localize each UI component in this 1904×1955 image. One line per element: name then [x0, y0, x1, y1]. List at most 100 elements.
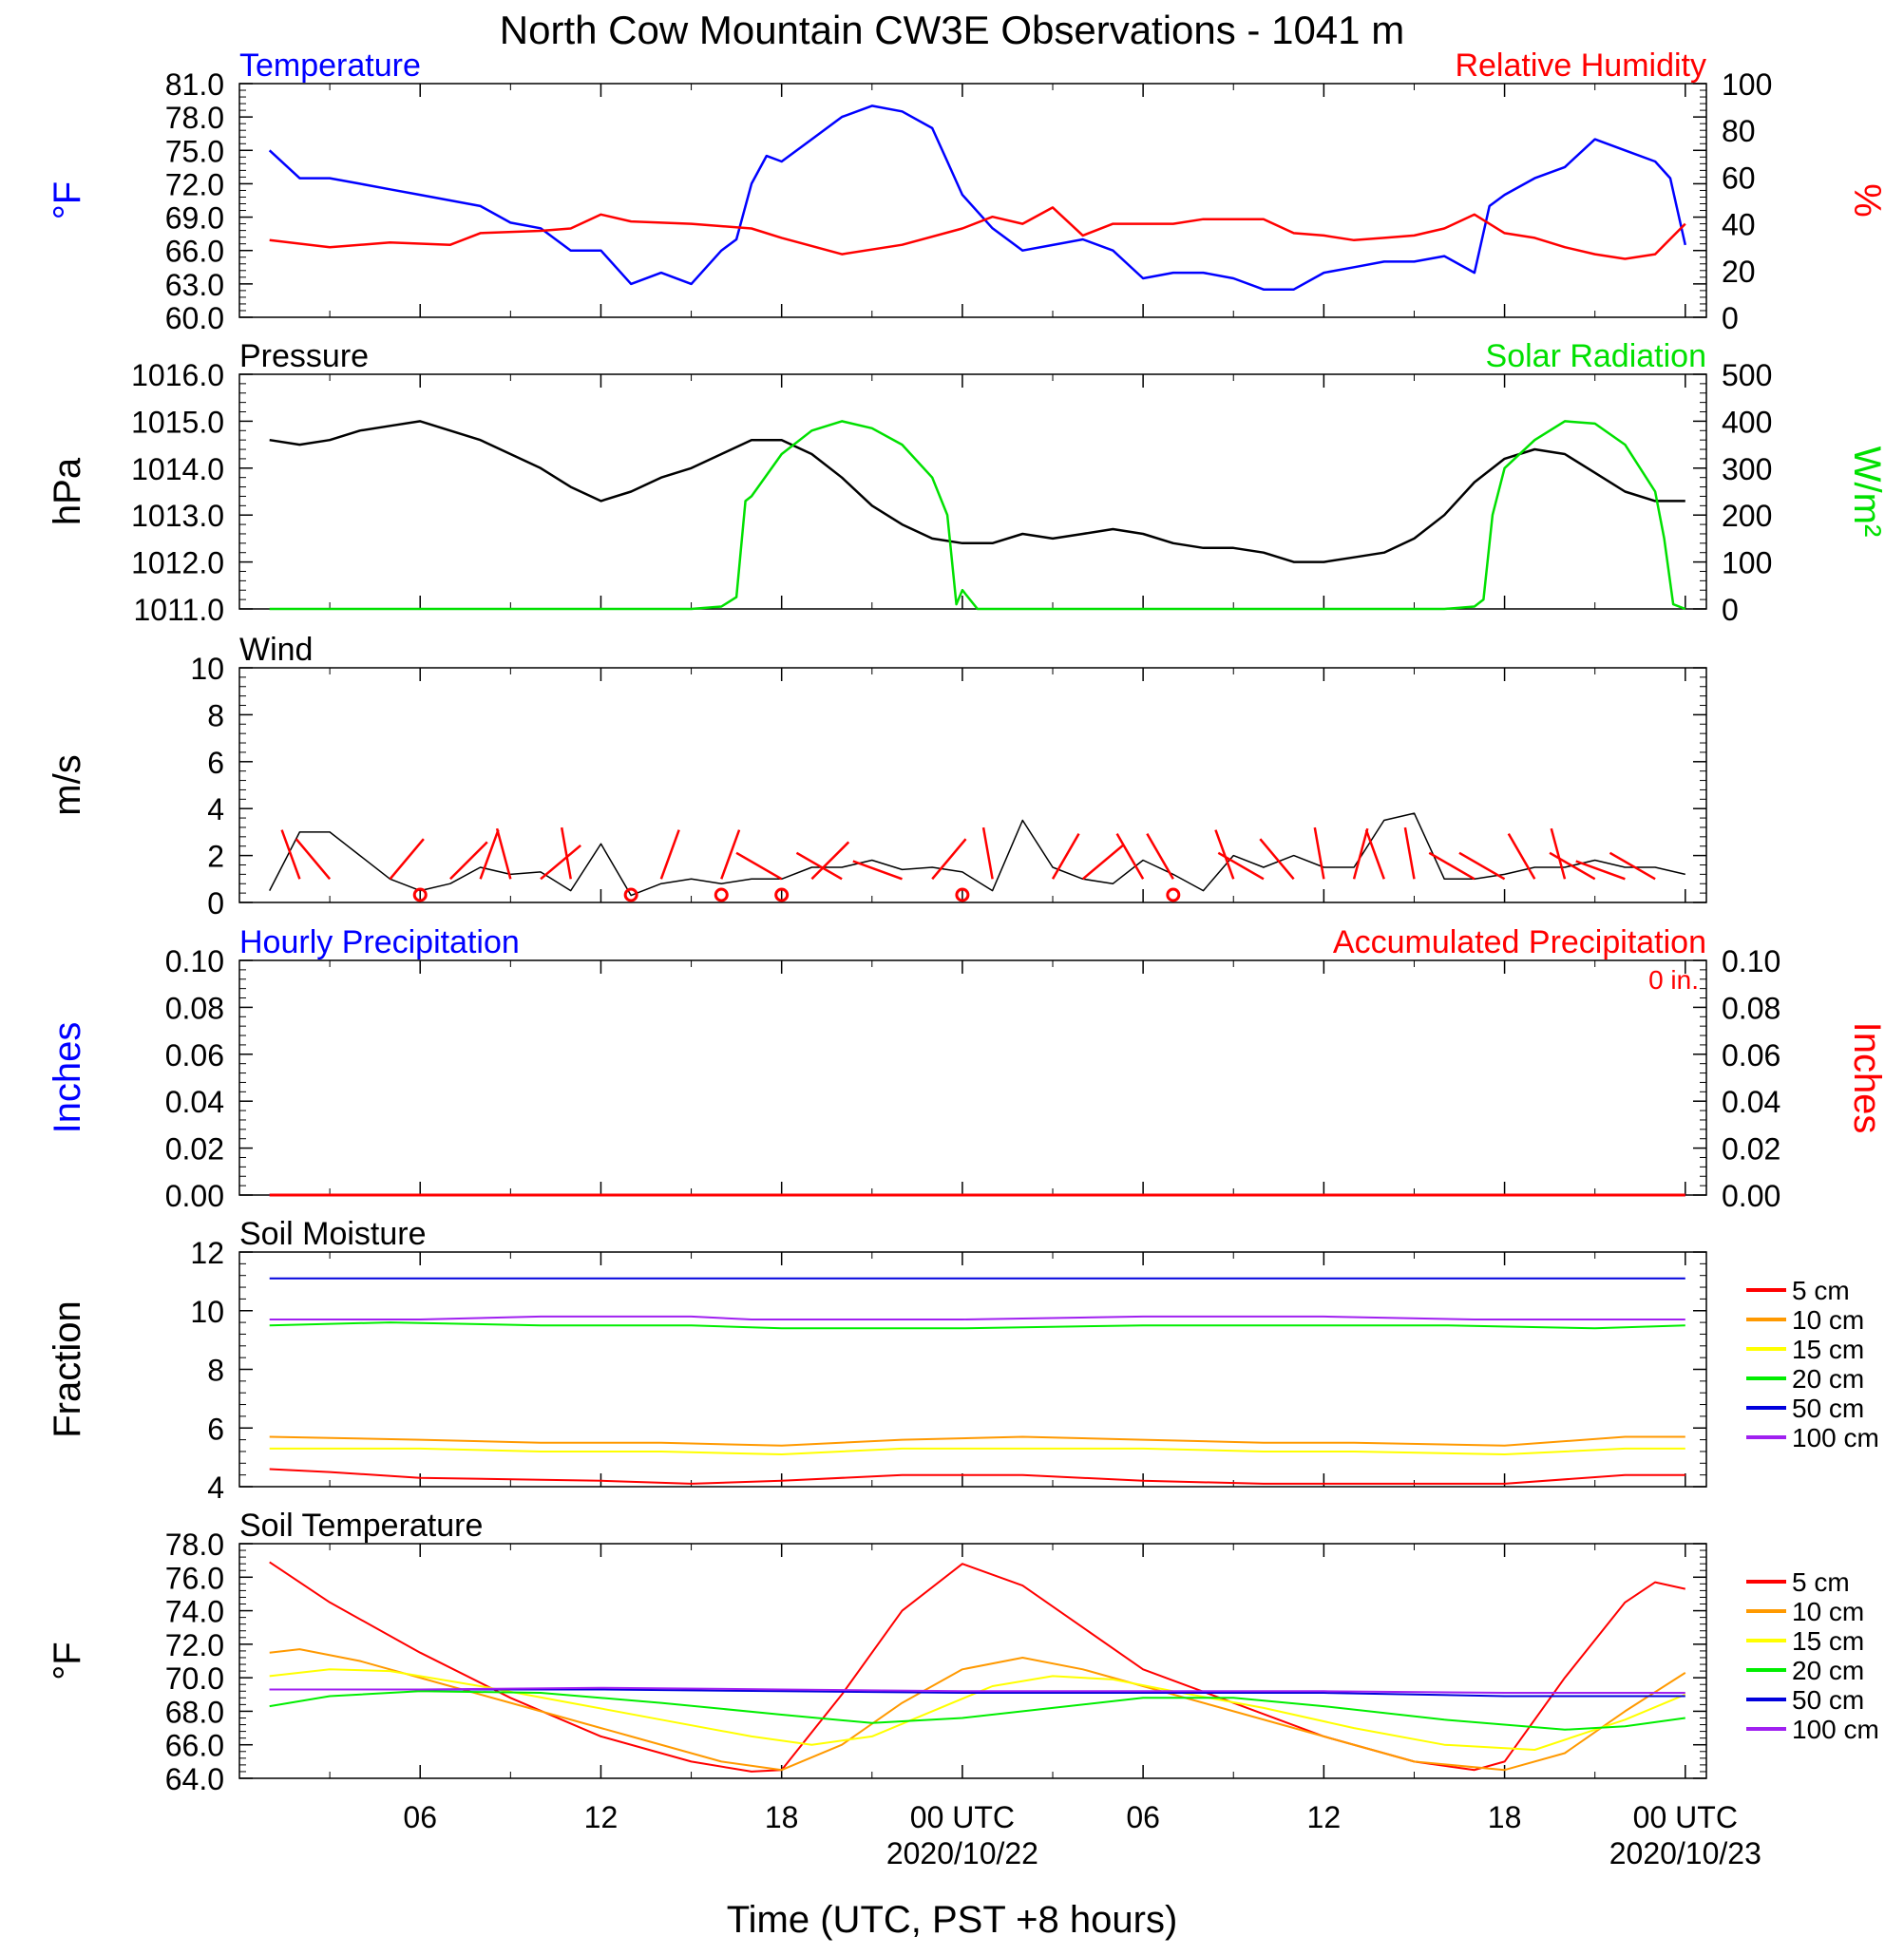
y-tick-label-left: 64.0: [165, 1762, 224, 1796]
y-tick-label-left: 1014.0: [131, 452, 224, 486]
wind-barb: [1507, 833, 1536, 880]
y-tick-label-right: 60: [1722, 161, 1756, 195]
wind-barb: [1428, 851, 1476, 881]
y-tick-label-left: 2: [207, 840, 224, 874]
y-tick-label-right: 100: [1722, 546, 1772, 580]
y-tick-label-right: 0.04: [1722, 1085, 1780, 1119]
panel-title-right: Solar Radiation: [1486, 338, 1706, 374]
y-axis-label-left: m/s: [47, 754, 88, 815]
panel-temperature-humidity: 81.078.075.072.069.066.063.060.0 100 80 60 4…: [47, 47, 1888, 335]
calm-marker: [955, 887, 970, 902]
wind-barb: [981, 826, 994, 880]
y-tick-label-left: 4: [207, 1471, 224, 1505]
wind-barb: [1364, 829, 1385, 880]
calm-marker: [1166, 887, 1181, 902]
x-tick-label: 18: [765, 1800, 799, 1834]
y-tick-label-left: 78.0: [165, 1528, 224, 1562]
y-tick-label-right: 500: [1722, 358, 1772, 392]
x-date-label: 2020/10/22: [886, 1836, 1038, 1870]
x-tick-label: 12: [584, 1800, 619, 1834]
y-tick-label-left: 78.0: [165, 101, 224, 135]
wind-barb: [1352, 827, 1369, 880]
y-tick-label-left: 66.0: [165, 1729, 224, 1763]
y-tick-label-left: 72.0: [165, 167, 224, 201]
panel-frame: [238, 667, 1707, 903]
legend-label: 5 cm: [1792, 1276, 1850, 1305]
legend-label: 5 cm: [1792, 1567, 1850, 1597]
series-line-5-cm: [269, 1561, 1686, 1773]
y-tick-label-left: 10: [190, 652, 224, 686]
wind-barb: [1146, 833, 1174, 880]
series-line-5-cm: [269, 1468, 1685, 1485]
wind-barb: [540, 844, 581, 881]
y-tick-label-right: 0.00: [1722, 1179, 1780, 1213]
series-line-20-cm: [269, 1321, 1685, 1330]
legend-label: 20 cm: [1792, 1364, 1864, 1394]
calm-marker: [412, 887, 428, 902]
y-tick-label-left: 1012.0: [131, 546, 224, 580]
y-tick-label-left: 69.0: [165, 201, 224, 236]
wind-barb: [560, 826, 572, 880]
y-tick-label-left: 8: [207, 1354, 224, 1388]
panel-title-left: Hourly Precipitation: [239, 924, 520, 960]
legend-label: 50 cm: [1792, 1685, 1864, 1715]
y-axis-label-right: %: [1846, 183, 1888, 218]
wind-barb: [795, 851, 843, 881]
panel-wind: 10 8 6 4 2 0 Wind m/s: [47, 632, 1707, 921]
y-tick-label-left: 70.0: [165, 1661, 224, 1696]
y-tick-label-left: 66.0: [165, 235, 224, 269]
y-tick-label-right: 20: [1722, 255, 1756, 289]
panel-title-right: Accumulated Precipitation: [1333, 924, 1706, 960]
y-axis-label-left: °F: [47, 181, 88, 219]
y-tick-label-right: 400: [1722, 405, 1772, 439]
series-line-10-cm: [269, 1435, 1685, 1447]
y-axis-label-left: °F: [47, 1642, 88, 1680]
y-tick-label-left: 10: [190, 1295, 224, 1329]
y-tick-label-right: 100: [1722, 67, 1772, 102]
legend-label: 100 cm: [1792, 1715, 1879, 1744]
x-tick-label: 00 UTC: [1633, 1800, 1738, 1834]
panel-precipitation: 0.10 0.08 0.06 0.04 0.02 0.00 0.10 0.08 0.06 0.04…: [47, 924, 1888, 1213]
wind-barb: [479, 829, 500, 880]
wind-barb: [1609, 851, 1656, 881]
calm-marker: [714, 887, 729, 902]
y-tick-label-left: 60.0: [165, 301, 224, 335]
y-tick-label-right: 0: [1722, 301, 1739, 335]
wind-barb: [1115, 833, 1145, 880]
legend-label: 50 cm: [1792, 1394, 1864, 1423]
panel-frame: [238, 373, 1707, 610]
panel-pressure-solar: 1016.0 1015.0 1014.0 1013.0 1012.0 1011.0 500 4…: [47, 338, 1888, 627]
y-tick-label-left: 81.0: [165, 67, 224, 102]
y-tick-label-left: 1011.0: [134, 593, 225, 627]
y-tick-label-left: 8: [207, 698, 224, 732]
panel-title-left: Soil Moisture: [239, 1216, 427, 1252]
wind-barb: [1217, 851, 1265, 881]
series-line-100-cm: [269, 1315, 1685, 1320]
panel-frame: [238, 1543, 1707, 1779]
y-tick-label-right: 0.08: [1722, 991, 1780, 1025]
y-tick-label-left: 0.04: [165, 1085, 224, 1119]
wind-barb: [495, 827, 512, 880]
legend-label: 10 cm: [1792, 1305, 1864, 1335]
wind-barb: [1214, 829, 1235, 880]
wind-barb: [1458, 851, 1506, 881]
y-tick-label-left: 12: [190, 1236, 224, 1270]
y-tick-label-right: 0.06: [1722, 1038, 1780, 1072]
series-line-relative-humidity: [269, 206, 1686, 260]
panel-title-left: Wind: [239, 632, 313, 668]
wind-barb: [1051, 833, 1080, 880]
y-axis-label-left: hPa: [47, 457, 88, 525]
y-axis-label-left: Inches: [47, 1022, 88, 1134]
x-axis-label: Time (UTC, PST +8 hours): [727, 1899, 1178, 1941]
series-line-pressure: [269, 420, 1685, 563]
panel-frame: [238, 83, 1707, 318]
y-tick-label-left: 0.06: [165, 1038, 224, 1072]
wind-barb: [735, 851, 783, 881]
x-tick-label: 06: [1126, 1800, 1160, 1834]
wind-barb: [659, 829, 680, 880]
y-tick-label-left: 68.0: [165, 1695, 224, 1729]
panel-soil-temperature: 78.076.074.072.070.068.066.064.0 Soil Tem…: [47, 1508, 1879, 1796]
y-tick-label-left: 0.10: [165, 944, 224, 978]
